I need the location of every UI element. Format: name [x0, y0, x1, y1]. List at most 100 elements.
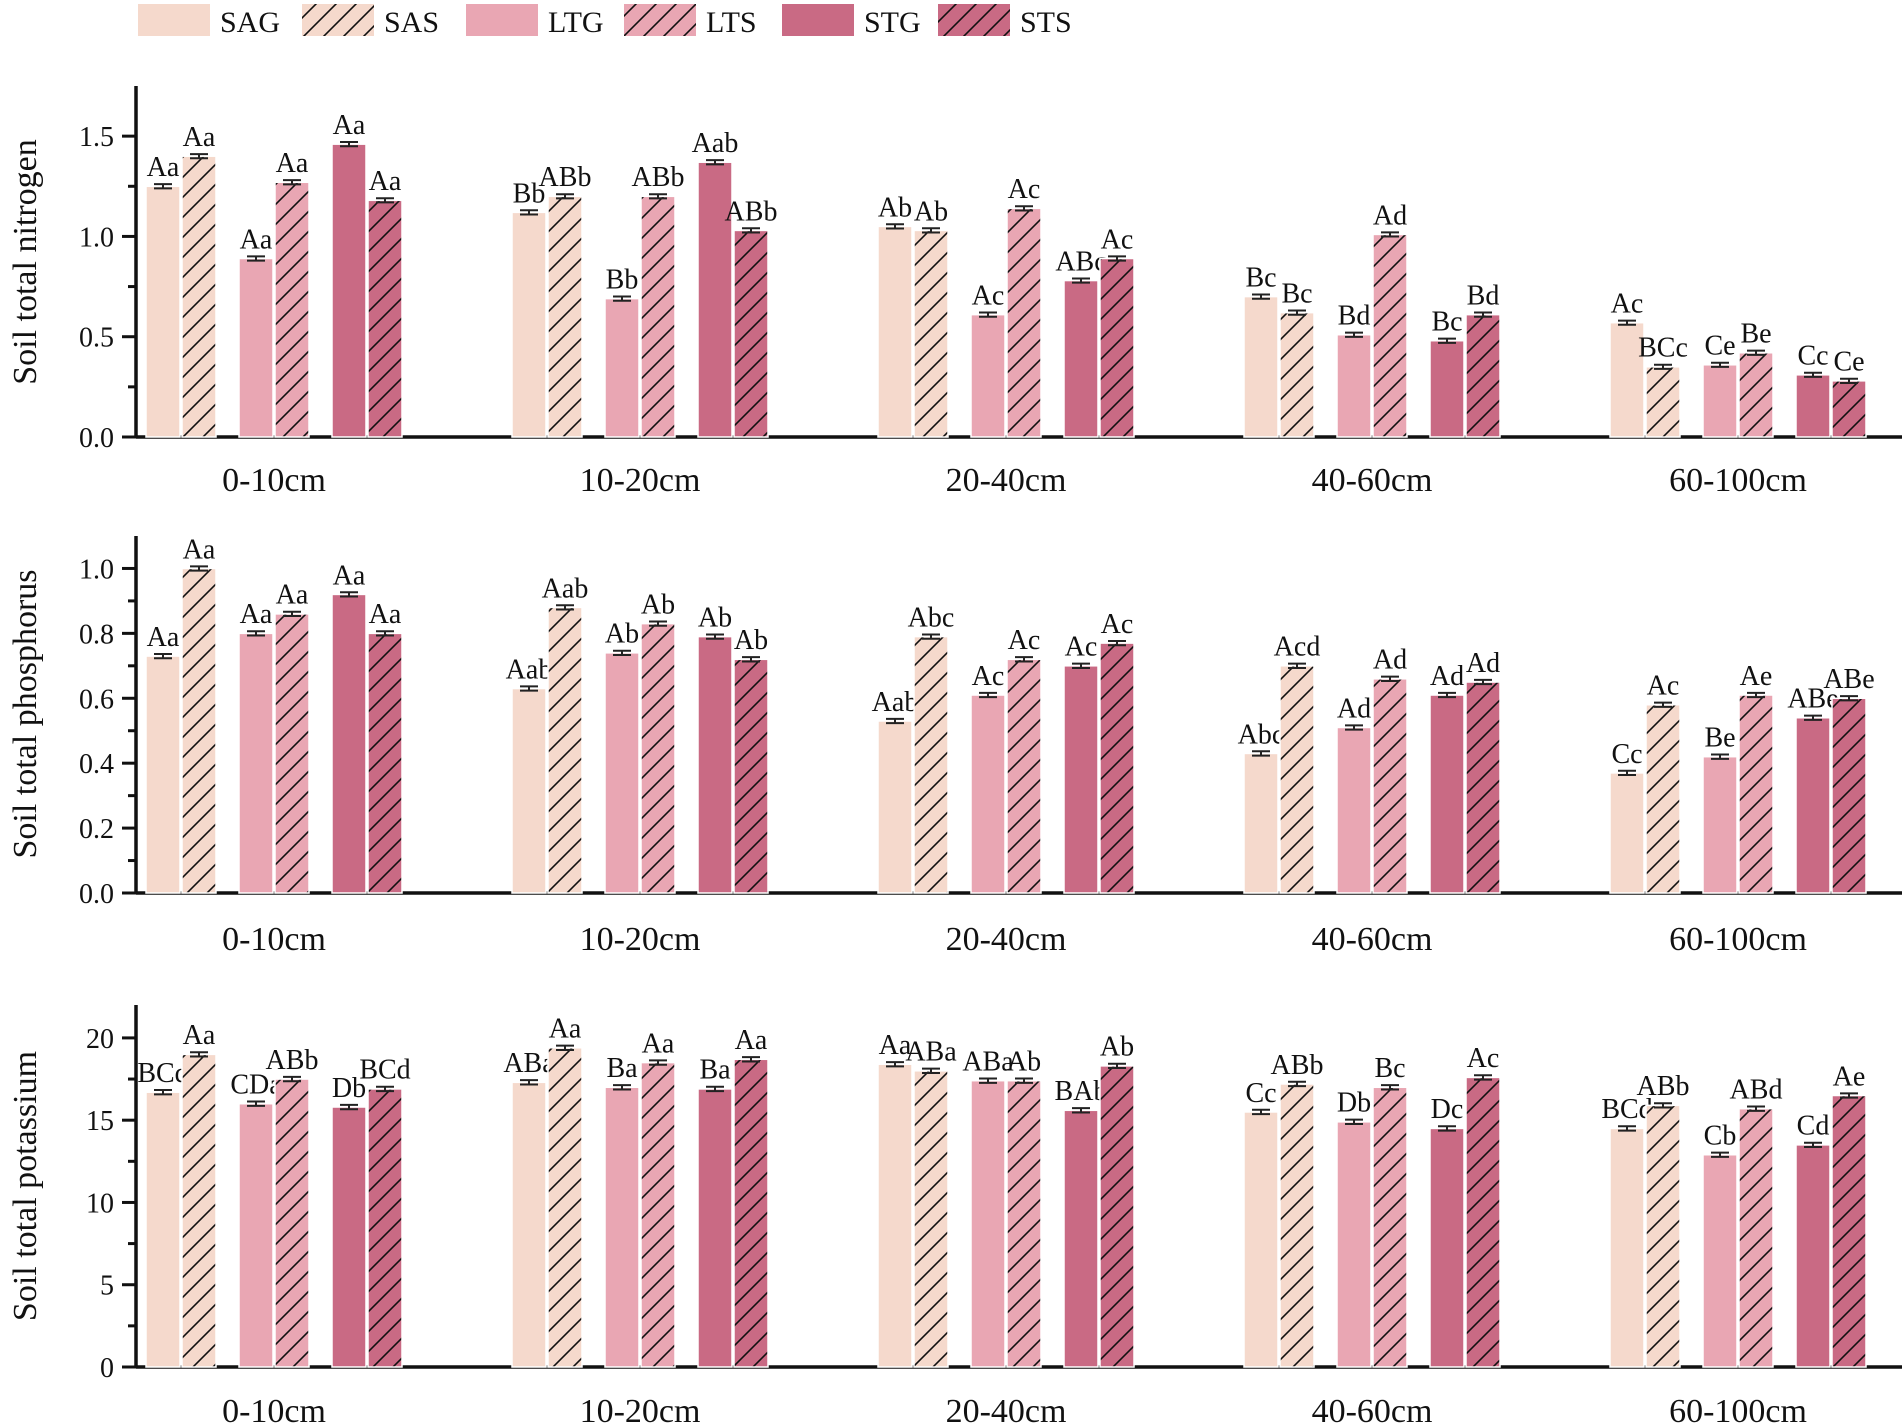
bar-sts — [1831, 697, 1867, 894]
legend-label-lts: LTS — [706, 6, 757, 39]
significance-label: ABc — [1055, 246, 1106, 277]
bar-stg — [1063, 1109, 1099, 1368]
bar-sag — [1243, 752, 1279, 894]
bar-sag — [145, 1091, 181, 1368]
significance-label: Aa — [276, 148, 309, 179]
legend-swatch-lts — [624, 4, 696, 36]
significance-label: ABb — [266, 1045, 319, 1076]
x-category-label: 0-10cm — [222, 921, 326, 958]
bar-ltg — [238, 257, 274, 438]
significance-label: Ac — [1467, 1043, 1500, 1074]
bar-ltg — [1702, 364, 1738, 438]
y-tick-label: 0.0 — [79, 879, 114, 910]
bar-sts — [1099, 642, 1135, 894]
x-category-label: 0-10cm — [222, 1393, 326, 1426]
bar-sas — [181, 567, 217, 894]
bar-ltg — [970, 313, 1006, 438]
bar-lts — [1738, 1107, 1774, 1368]
significance-label: Ae — [1833, 1061, 1866, 1092]
significance-label: Ad — [1373, 200, 1407, 231]
y-tick-label: 15 — [86, 1106, 114, 1137]
significance-label: Be — [1740, 319, 1771, 350]
significance-label: Aa — [333, 110, 366, 141]
significance-label: Acd — [1274, 632, 1321, 663]
bar-sas — [547, 606, 583, 894]
bar-sag — [145, 655, 181, 894]
significance-label: Cc — [1611, 739, 1642, 770]
bar-ltg — [1336, 333, 1372, 438]
significance-label: Aa — [879, 1030, 912, 1061]
significance-label: Db — [332, 1073, 366, 1104]
x-category-label: 60-100cm — [1669, 1393, 1807, 1426]
bar-ltg — [238, 632, 274, 894]
bar-stg — [331, 143, 367, 438]
bar-lts — [640, 1061, 676, 1368]
significance-label: Ac — [1611, 289, 1644, 320]
bar-sts — [1831, 1094, 1867, 1368]
bar-stg — [1795, 374, 1831, 438]
bar-sag — [877, 225, 913, 438]
bar-sag — [1609, 772, 1645, 894]
x-category-label: 0-10cm — [222, 462, 326, 499]
significance-label: Aa — [183, 122, 216, 153]
bar-ltg — [1336, 1121, 1372, 1368]
significance-label: Ab — [605, 619, 639, 650]
y-tick-label: 0.0 — [79, 423, 114, 454]
legend-label-sas: SAS — [384, 6, 439, 39]
significance-label: ABb — [725, 196, 778, 227]
bar-sas — [547, 1047, 583, 1368]
significance-label: Cc — [1797, 341, 1828, 372]
bar-sas — [913, 229, 949, 438]
significance-label: BAb — [1055, 1076, 1108, 1107]
bar-sag — [145, 185, 181, 438]
bar-sts — [1465, 681, 1501, 894]
bar-ltg — [604, 297, 640, 438]
bar-ltg — [1702, 755, 1738, 894]
bar-sas — [1279, 665, 1315, 894]
bar-lts — [274, 613, 310, 894]
significance-label: Aa — [369, 166, 402, 197]
bar-sag — [877, 720, 913, 894]
significance-label: Ba — [606, 1053, 638, 1084]
bar-ltg — [604, 652, 640, 894]
bar-sts — [367, 632, 403, 894]
significance-label: ABb — [539, 162, 592, 193]
significance-label: Aa — [240, 599, 273, 630]
y-tick-label: 0.5 — [79, 323, 114, 354]
significance-label: ABb — [1271, 1050, 1324, 1081]
bar-lts — [1738, 352, 1774, 438]
significance-label: Ac — [1101, 224, 1134, 255]
x-category-label: 10-20cm — [580, 921, 701, 958]
significance-label: Bc — [1245, 262, 1276, 293]
legend-label-ltg: LTG — [548, 6, 604, 39]
significance-label: Ad — [1466, 648, 1500, 679]
bar-lts — [274, 1078, 310, 1368]
significance-label: Be — [1704, 723, 1735, 754]
legend-swatch-sas — [302, 4, 374, 36]
bar-sts — [367, 1088, 403, 1368]
significance-label: Aa — [240, 224, 273, 255]
bar-sts — [1831, 380, 1867, 438]
legend-label-sts: STS — [1020, 6, 1072, 39]
bar-stg — [1429, 339, 1465, 438]
significance-label: Ac — [1065, 632, 1098, 663]
bar-sas — [1645, 366, 1681, 438]
significance-label: ABb — [632, 162, 685, 193]
bar-sts — [733, 1058, 769, 1368]
significance-label: Cb — [1704, 1121, 1737, 1152]
bar-sas — [1279, 1083, 1315, 1368]
significance-label: Ad — [1373, 645, 1407, 676]
bar-sag — [1609, 1127, 1645, 1368]
bar-stg — [697, 635, 733, 894]
significance-label: Cd — [1797, 1111, 1830, 1142]
bar-lts — [1372, 233, 1408, 438]
legend-item-sas: SAS — [302, 4, 439, 39]
significance-label: Abc — [908, 602, 955, 633]
